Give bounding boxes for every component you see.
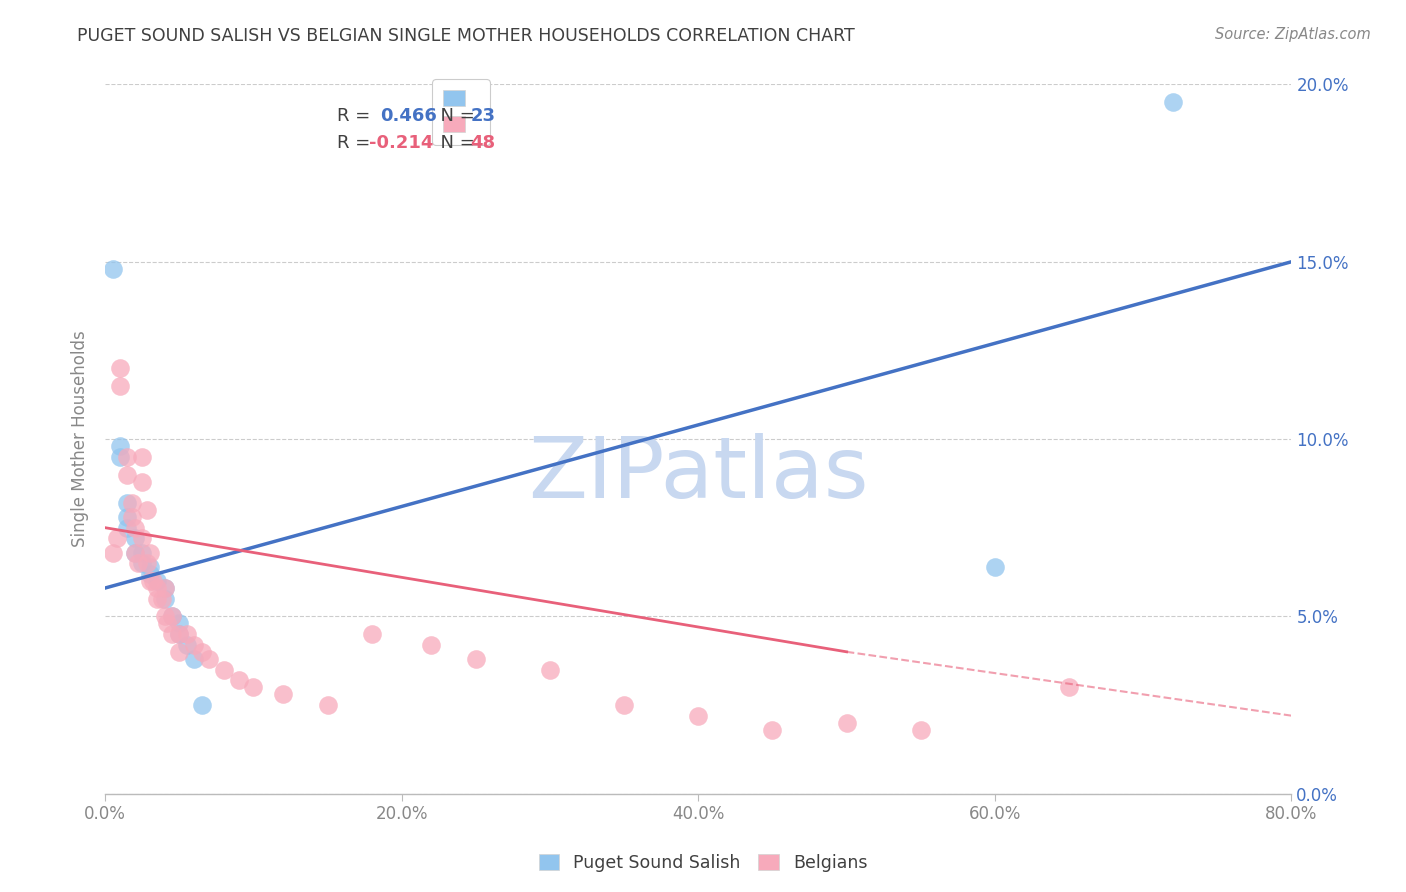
Point bbox=[160, 627, 183, 641]
Point bbox=[108, 379, 131, 393]
Point bbox=[169, 627, 191, 641]
Point bbox=[153, 581, 176, 595]
Text: 48: 48 bbox=[471, 134, 496, 152]
Point bbox=[124, 545, 146, 559]
Text: 0.466: 0.466 bbox=[381, 107, 437, 126]
Point bbox=[101, 545, 124, 559]
Point bbox=[117, 450, 139, 464]
Point bbox=[361, 627, 384, 641]
Point bbox=[1057, 681, 1080, 695]
Point bbox=[420, 638, 443, 652]
Point bbox=[835, 715, 858, 730]
Point bbox=[131, 475, 153, 489]
Point bbox=[176, 627, 198, 641]
Point bbox=[198, 652, 221, 666]
Point bbox=[138, 559, 160, 574]
Point bbox=[101, 261, 124, 276]
Point bbox=[183, 652, 205, 666]
Point bbox=[1161, 95, 1184, 110]
Point bbox=[169, 616, 191, 631]
Point bbox=[117, 467, 139, 482]
Point bbox=[127, 556, 149, 570]
Point bbox=[228, 673, 250, 688]
Point bbox=[108, 439, 131, 453]
Point bbox=[150, 591, 173, 606]
Point bbox=[271, 687, 294, 701]
Text: -0.214: -0.214 bbox=[368, 134, 433, 152]
Point bbox=[121, 496, 143, 510]
Point bbox=[138, 545, 160, 559]
Point bbox=[183, 638, 205, 652]
Point bbox=[613, 698, 636, 712]
Text: R =: R = bbox=[336, 134, 375, 152]
Point bbox=[131, 532, 153, 546]
Point bbox=[105, 532, 128, 546]
Point bbox=[108, 361, 131, 376]
Point bbox=[108, 450, 131, 464]
Point bbox=[131, 556, 153, 570]
Point bbox=[316, 698, 339, 712]
Point bbox=[984, 559, 1007, 574]
Text: N =: N = bbox=[429, 134, 481, 152]
Point bbox=[156, 616, 179, 631]
Point bbox=[160, 609, 183, 624]
Point bbox=[153, 591, 176, 606]
Point bbox=[124, 521, 146, 535]
Point bbox=[153, 581, 176, 595]
Point bbox=[190, 645, 212, 659]
Point bbox=[124, 532, 146, 546]
Text: R =: R = bbox=[336, 107, 381, 126]
Point bbox=[160, 609, 183, 624]
Point bbox=[117, 521, 139, 535]
Legend: , : , bbox=[432, 79, 489, 145]
Point bbox=[146, 591, 169, 606]
Y-axis label: Single Mother Households: Single Mother Households bbox=[72, 331, 89, 548]
Point bbox=[910, 723, 932, 737]
Point bbox=[212, 663, 235, 677]
Point bbox=[138, 574, 160, 588]
Point bbox=[176, 638, 198, 652]
Point bbox=[242, 681, 264, 695]
Point bbox=[146, 581, 169, 595]
Text: N =: N = bbox=[429, 107, 481, 126]
Point bbox=[153, 609, 176, 624]
Point bbox=[131, 450, 153, 464]
Point bbox=[169, 627, 191, 641]
Point bbox=[117, 510, 139, 524]
Point bbox=[169, 645, 191, 659]
Text: Source: ZipAtlas.com: Source: ZipAtlas.com bbox=[1215, 27, 1371, 42]
Point bbox=[190, 698, 212, 712]
Point bbox=[142, 574, 165, 588]
Text: 23: 23 bbox=[471, 107, 495, 126]
Point bbox=[135, 503, 157, 517]
Point bbox=[121, 510, 143, 524]
Point bbox=[138, 566, 160, 581]
Point bbox=[117, 496, 139, 510]
Point bbox=[135, 556, 157, 570]
Legend: Puget Sound Salish, Belgians: Puget Sound Salish, Belgians bbox=[531, 847, 875, 879]
Point bbox=[688, 708, 710, 723]
Text: ZIPatlas: ZIPatlas bbox=[529, 433, 869, 516]
Point bbox=[761, 723, 783, 737]
Text: PUGET SOUND SALISH VS BELGIAN SINGLE MOTHER HOUSEHOLDS CORRELATION CHART: PUGET SOUND SALISH VS BELGIAN SINGLE MOT… bbox=[77, 27, 855, 45]
Point bbox=[538, 663, 561, 677]
Point bbox=[464, 652, 486, 666]
Point bbox=[124, 545, 146, 559]
Point bbox=[146, 574, 169, 588]
Point bbox=[131, 545, 153, 559]
